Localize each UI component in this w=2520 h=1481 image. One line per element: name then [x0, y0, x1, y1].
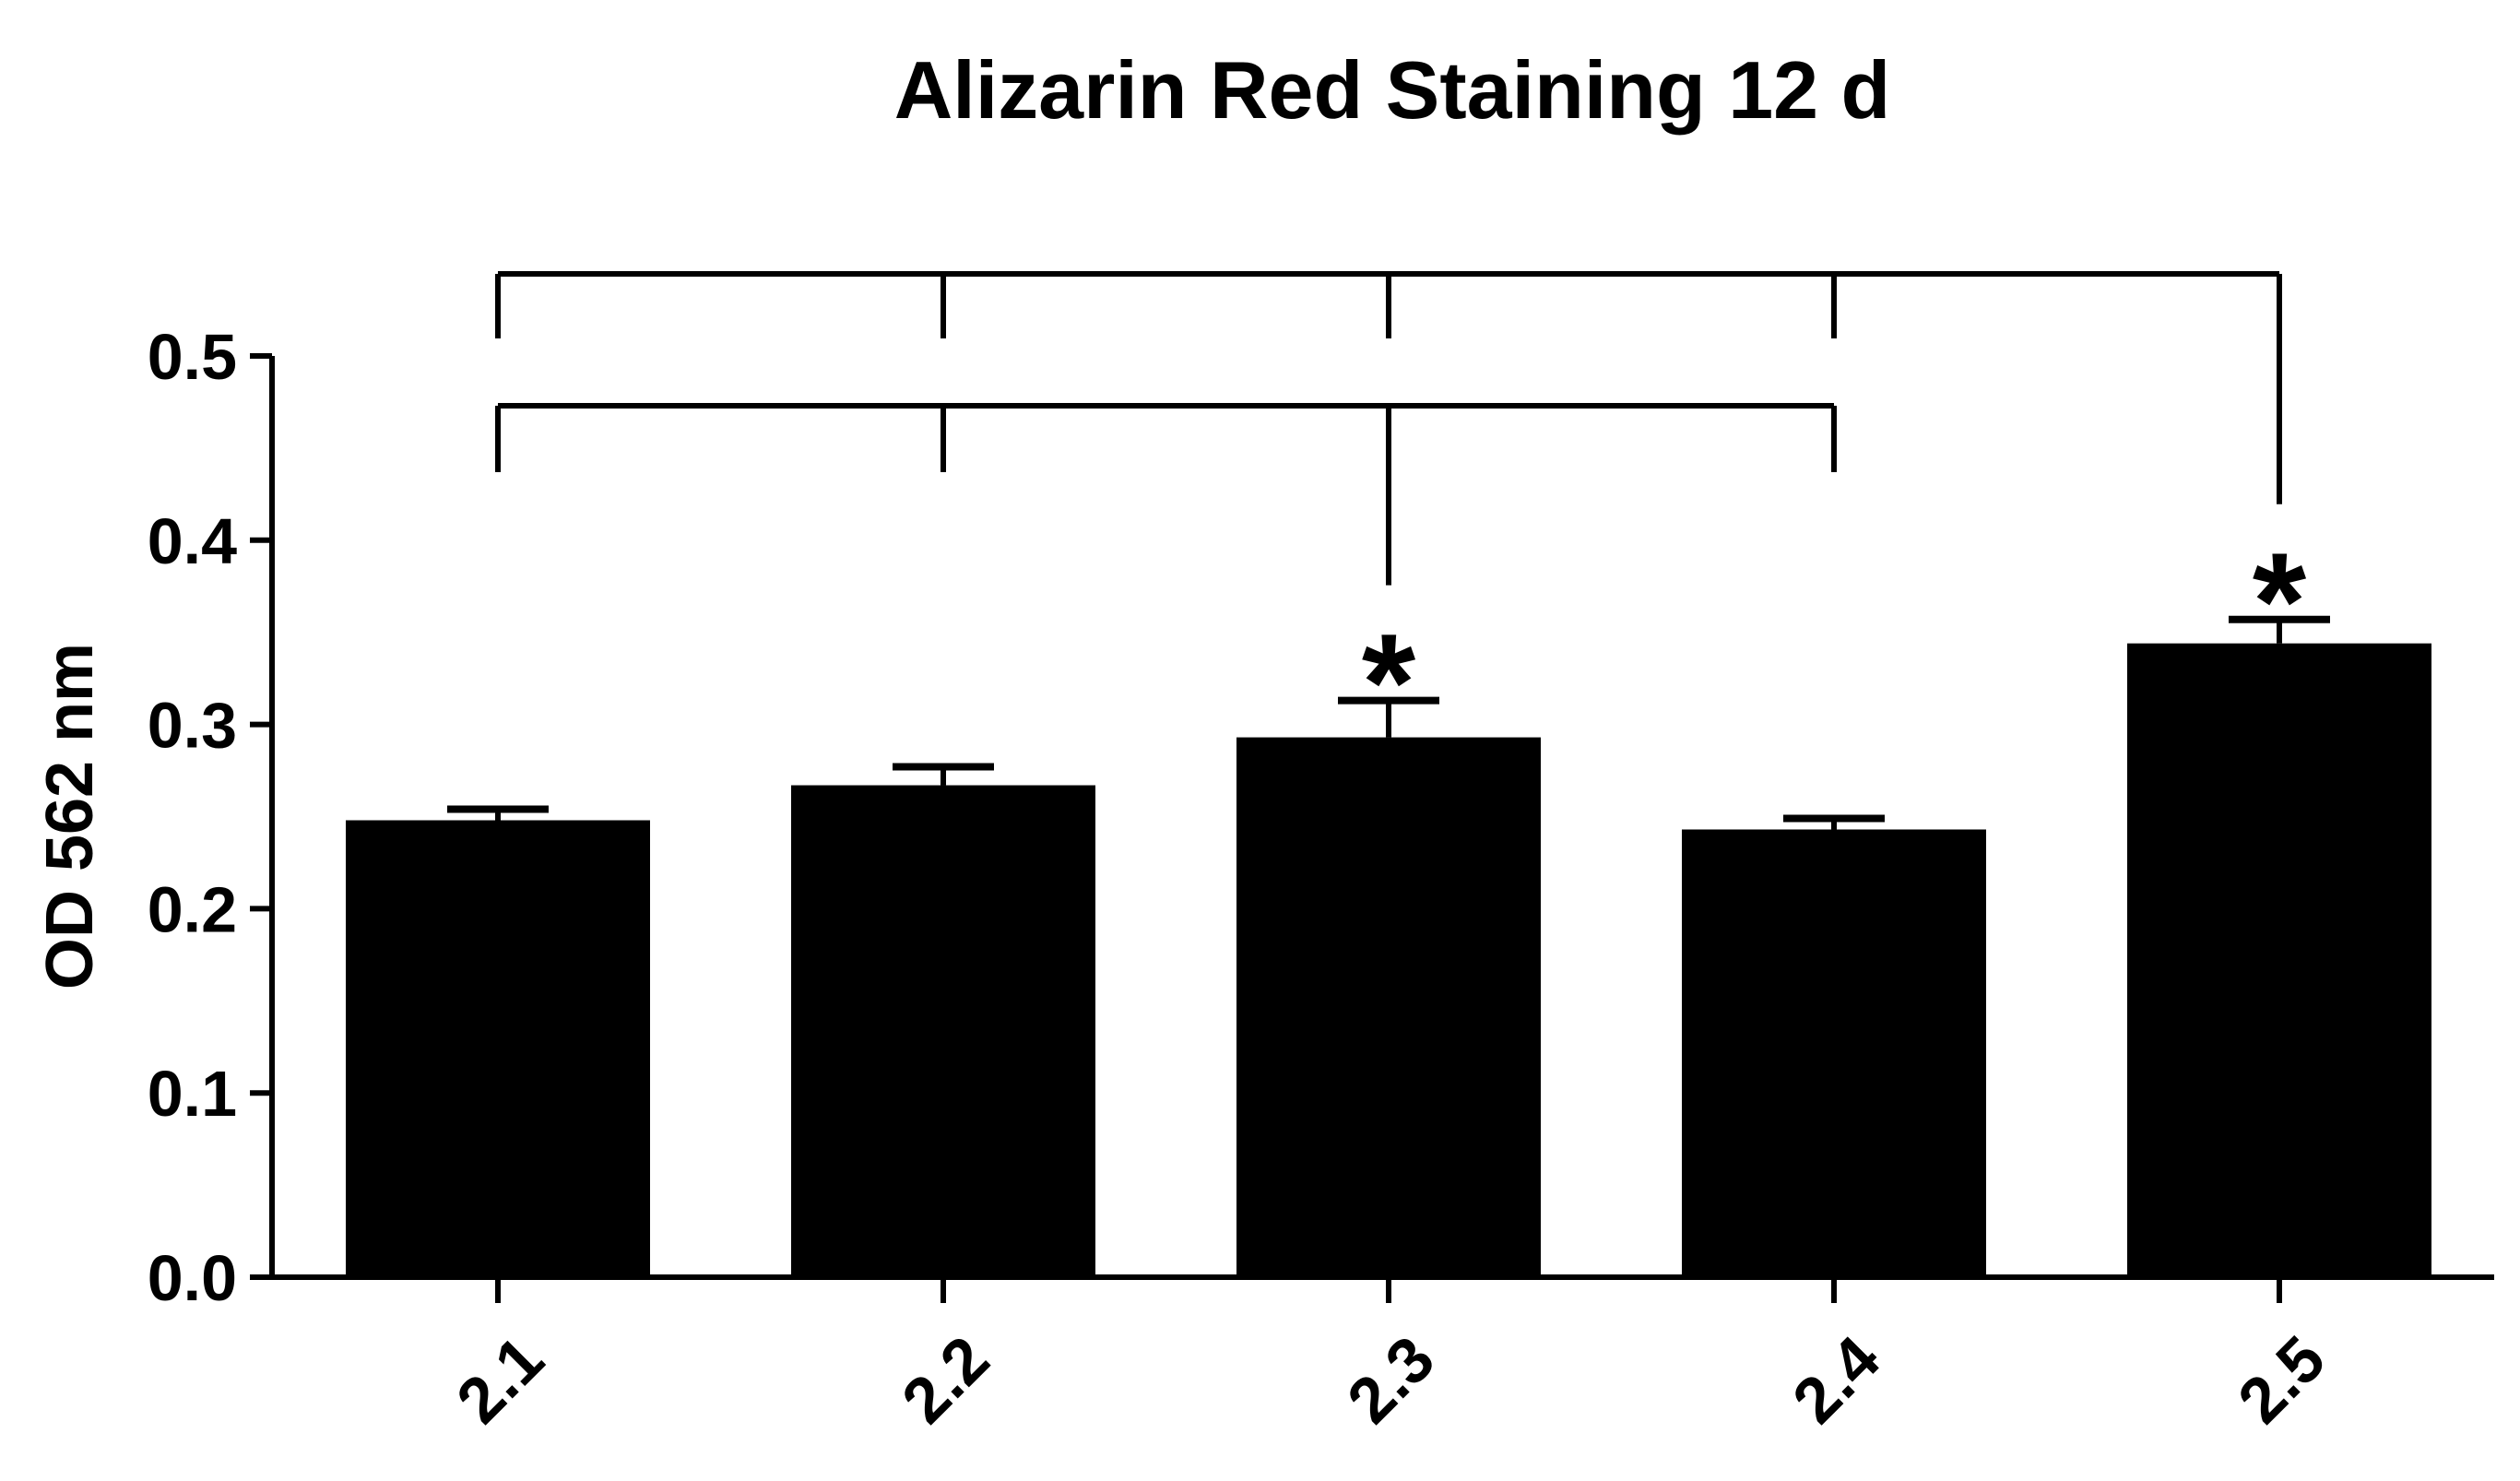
y-tick-label: 0.0	[148, 1242, 237, 1314]
x-axis-ticks: 2.1 2.2 2.3 2.4 2.5	[443, 1277, 2338, 1437]
bar-2.2	[791, 785, 1095, 1277]
y-tick-label: 0.4	[148, 505, 237, 577]
y-axis-ticks: 0.0 0.1 0.2 0.3 0.4 0.5	[148, 321, 272, 1314]
significance-brackets	[495, 271, 2282, 586]
bar-2.5	[2127, 643, 2431, 1277]
x-tick-label: 2.3	[1333, 1322, 1448, 1437]
bar-2.3	[1236, 737, 1541, 1277]
significance-asterisk: *	[2253, 524, 2307, 679]
x-tick-label: 2.1	[443, 1322, 557, 1437]
bar-2.1	[346, 820, 650, 1277]
chart-title: Alizarin Red Staining 12 d	[894, 44, 1891, 136]
x-tick-label: 2.5	[2224, 1322, 2338, 1437]
bars	[346, 643, 2431, 1277]
y-axis-label: OD 562 nm	[33, 643, 107, 989]
x-tick-label: 2.4	[1779, 1322, 1893, 1437]
bar-2.4	[1682, 829, 1986, 1277]
error-bars	[447, 615, 2330, 830]
y-tick-label: 0.1	[148, 1058, 237, 1130]
y-tick-label: 0.2	[148, 873, 237, 945]
y-tick-label: 0.5	[148, 321, 237, 393]
x-tick-label: 2.2	[888, 1322, 1002, 1437]
significance-asterisk: *	[1362, 605, 1416, 760]
y-tick-label: 0.3	[148, 690, 237, 762]
significance-annotations: **	[1362, 524, 2307, 760]
